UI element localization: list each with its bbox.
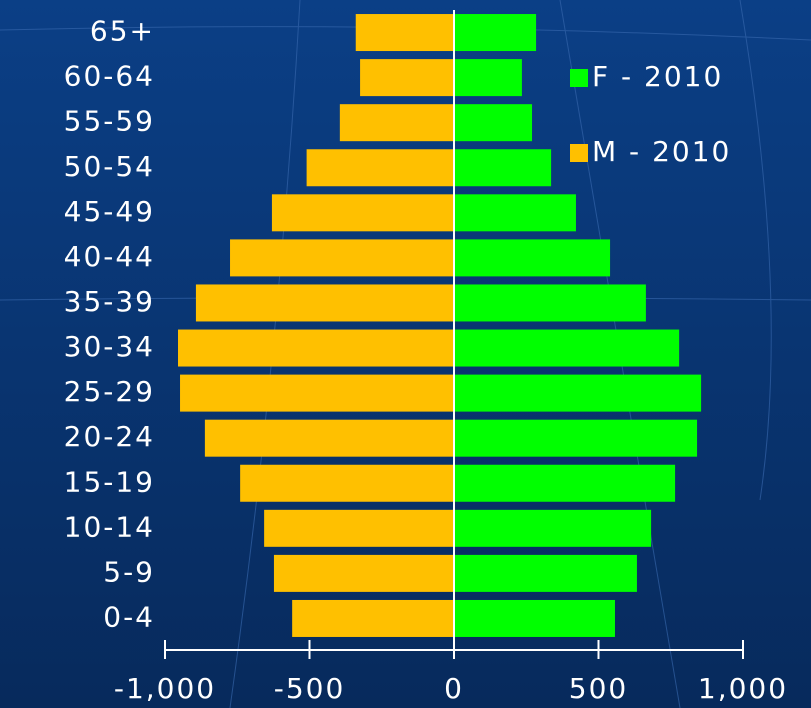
y-tick-label: 5-9 (103, 555, 155, 588)
bar (454, 374, 702, 412)
y-tick-label: 20-24 (64, 420, 155, 453)
x-tick-label: -1,000 (114, 672, 216, 705)
bar (355, 14, 454, 52)
plot: 0-4 5-9 10-14 15-19 20-24 25-29 30-34 35-39 40-4… (64, 10, 788, 705)
x-tick-label: -500 (274, 672, 346, 705)
legend-swatch (570, 69, 588, 87)
y-tick-label: 35-39 (64, 285, 155, 318)
bar (454, 284, 646, 322)
bar (454, 329, 680, 367)
bar (264, 509, 454, 547)
bar (454, 104, 533, 142)
y-tick-label: 10-14 (64, 510, 155, 543)
x-tick-label: 1,000 (698, 672, 788, 705)
bar (454, 554, 637, 592)
y-tick-label: 40-44 (64, 240, 155, 273)
bar (454, 149, 552, 187)
bar (204, 419, 454, 457)
bar (454, 419, 698, 457)
bar (454, 509, 652, 547)
y-tick-label: 45-49 (64, 195, 155, 228)
y-tick-label: 30-34 (64, 330, 155, 363)
x-tick-label: 0 (444, 672, 464, 705)
x-tick-label: 500 (569, 672, 628, 705)
bar (240, 464, 454, 502)
bar (230, 239, 454, 277)
y-tick-label: 55-59 (64, 105, 155, 138)
bar (454, 59, 522, 97)
legend-swatch (570, 144, 588, 162)
bar (454, 464, 676, 502)
bar (271, 194, 454, 232)
bar (454, 14, 537, 52)
legend-label: M - 2010 (592, 135, 731, 168)
y-tick-label: 15-19 (64, 465, 155, 498)
bar (306, 149, 454, 187)
bar (178, 329, 454, 367)
legend-label: F - 2010 (592, 60, 723, 93)
y-tick-label: 65+ (90, 15, 155, 48)
bar (273, 554, 454, 592)
y-tick-label: 0-4 (103, 600, 155, 633)
bar (339, 104, 454, 142)
bar (454, 239, 611, 277)
bar (180, 374, 454, 412)
bar (360, 59, 454, 97)
bar (292, 599, 454, 637)
bar (454, 599, 615, 637)
y-tick-label: 25-29 (64, 375, 155, 408)
y-tick-label: 60-64 (64, 60, 155, 93)
y-tick-label: 50-54 (64, 150, 155, 183)
bar (454, 194, 576, 232)
bar (195, 284, 454, 322)
